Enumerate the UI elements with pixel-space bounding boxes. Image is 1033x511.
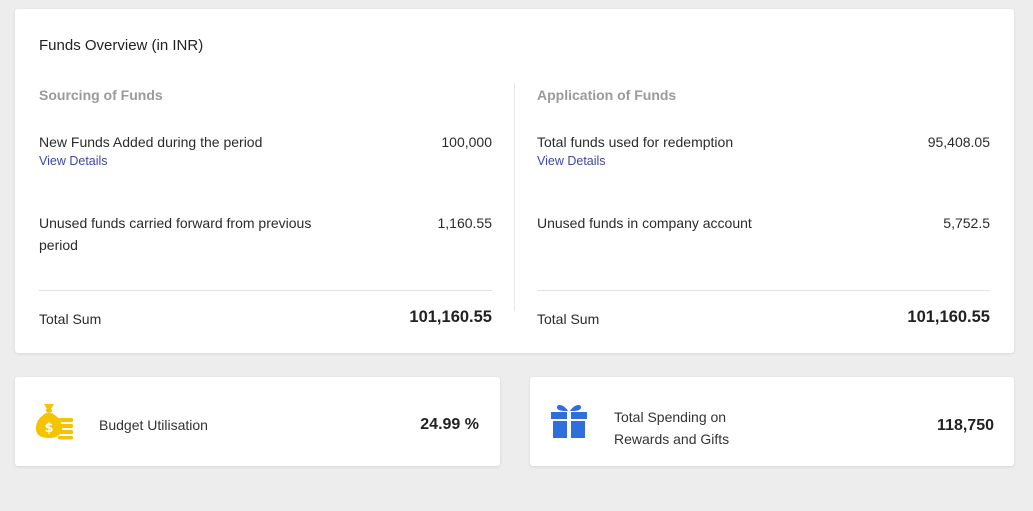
rewards-spending-label: Total Spending on Rewards and Gifts bbox=[614, 409, 730, 447]
row-label: Total funds used for redemption bbox=[537, 134, 734, 150]
sourcing-of-funds-section: Sourcing of Funds New Funds Added during… bbox=[39, 87, 492, 327]
money-bag-coins-icon: $ bbox=[35, 404, 73, 440]
budget-utilisation-card: $ Budget Utilisation 24.99 % bbox=[15, 377, 500, 466]
view-details-link[interactable]: View Details bbox=[537, 154, 606, 168]
section-heading: Application of Funds bbox=[537, 87, 677, 103]
column-divider bbox=[514, 83, 515, 311]
funds-overview-card: Funds Overview (in INR) Sourcing of Fund… bbox=[15, 9, 1014, 353]
unused-funds-company-row: Unused funds in company account 5,752.5 bbox=[537, 212, 990, 234]
row-value: 100,000 bbox=[441, 134, 492, 150]
application-of-funds-section: Application of Funds Total funds used fo… bbox=[537, 87, 990, 327]
budget-utilisation-value: 24.99 % bbox=[420, 416, 479, 433]
row-label: Unused funds in company account bbox=[537, 215, 752, 231]
card-title: Funds Overview (in INR) bbox=[39, 37, 204, 54]
total-row: Total Sum 101,160.55 bbox=[537, 308, 990, 329]
total-value: 101,160.55 bbox=[907, 308, 990, 326]
row-value: 5,752.5 bbox=[943, 215, 990, 231]
unused-funds-carried-row: Unused funds carried forward from previo… bbox=[39, 212, 492, 256]
divider bbox=[39, 290, 492, 291]
total-label: Total Sum bbox=[537, 311, 600, 327]
gift-icon bbox=[551, 404, 587, 438]
rewards-spending-value: 118,750 bbox=[937, 417, 994, 434]
budget-utilisation-label: Budget Utilisation bbox=[99, 417, 208, 433]
row-value: 1,160.55 bbox=[437, 215, 493, 231]
total-row: Total Sum 101,160.55 bbox=[39, 308, 492, 329]
new-funds-row: New Funds Added during the period View D… bbox=[39, 131, 492, 168]
row-value: 95,408.05 bbox=[927, 134, 990, 150]
funds-used-redemption-row: Total funds used for redemption View Det… bbox=[537, 131, 990, 168]
row-label: New Funds Added during the period bbox=[39, 134, 263, 150]
section-heading: Sourcing of Funds bbox=[39, 87, 163, 103]
divider bbox=[537, 290, 990, 291]
total-label: Total Sum bbox=[39, 311, 102, 327]
row-label: Unused funds carried forward from previo… bbox=[39, 215, 312, 253]
svg-text:$: $ bbox=[44, 421, 53, 436]
view-details-link[interactable]: View Details bbox=[39, 154, 108, 168]
rewards-spending-card: Total Spending on Rewards and Gifts 118,… bbox=[530, 377, 1014, 466]
total-value: 101,160.55 bbox=[409, 308, 492, 326]
